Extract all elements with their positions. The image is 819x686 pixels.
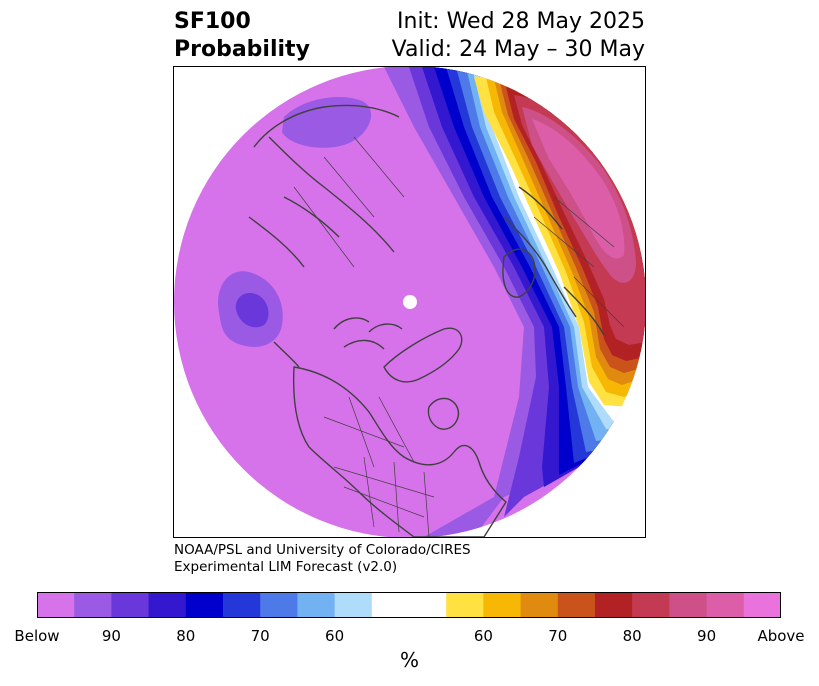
border-europe	[533, 196, 625, 328]
colorbar-swatch	[520, 592, 559, 618]
map-title: SF100 Probability	[174, 8, 310, 64]
forecast-dates: Init: Wed 28 May 2025 Valid: 24 May – 30…	[392, 8, 645, 64]
colorbar-tick-label: 60	[473, 627, 493, 645]
pole-marker	[403, 295, 417, 309]
colorbar-outline	[37, 592, 781, 618]
region-pink	[532, 119, 625, 259]
colorbar-tick-label: Above	[757, 627, 805, 645]
colorbar-swatch	[111, 592, 150, 618]
colorbar-swatch	[297, 592, 336, 618]
colorbar-swatch	[595, 592, 633, 618]
polar-map	[173, 66, 646, 538]
borders	[293, 136, 625, 537]
colorbar	[37, 592, 781, 618]
colorbar-tick-labels: Below 90 80 70 60 60 70 80 90 Above	[0, 627, 819, 647]
subtitle-label: Probability	[174, 37, 310, 62]
polar-map-svg	[174, 67, 645, 537]
colorbar-swatch	[557, 592, 596, 618]
coast-greenland	[383, 327, 463, 383]
coast-north-america	[292, 366, 507, 537]
colorbar-tick-label: Below	[14, 627, 60, 645]
colorbar-swatch	[371, 592, 410, 618]
colorbar-tick-label: 70	[250, 627, 270, 645]
init-date: Init: Wed 28 May 2025	[397, 9, 645, 34]
colorbar-swatch	[223, 592, 261, 618]
coastlines	[248, 104, 605, 537]
coast-east-asia	[253, 104, 400, 148]
colorbar-tick-label: 90	[697, 627, 717, 645]
border-us-states	[333, 456, 435, 537]
colorbar-swatch	[148, 592, 187, 618]
colorbar-swatch	[260, 592, 298, 618]
colorbar-swatch	[74, 592, 112, 618]
colorbar-swatch	[669, 592, 708, 618]
colorbar-swatch	[185, 592, 224, 618]
credit-line-2: Experimental LIM Forecast (v2.0)	[174, 559, 398, 575]
colorbar-swatch	[409, 592, 447, 618]
colorbar-tick-label: 70	[548, 627, 568, 645]
valid-range: Valid: 24 May – 30 May	[391, 37, 645, 62]
coast-scandinavia	[502, 248, 536, 298]
colorbar-tick-label: 60	[325, 627, 345, 645]
colorbar-swatch	[37, 592, 75, 618]
colorbar-unit-label: %	[399, 648, 419, 672]
coast-hudson-bay	[427, 397, 460, 430]
colorbar-tick-label: 80	[622, 627, 642, 645]
border-russia	[293, 136, 405, 268]
credit-text: NOAA/PSL and University of Colorado/CIRE…	[174, 542, 471, 576]
colorbar-swatch	[334, 592, 373, 618]
coast-europe	[503, 186, 605, 336]
coast-siberia	[248, 136, 395, 268]
border-canada-provinces	[323, 396, 415, 468]
region-medium-purple-arctic	[282, 97, 372, 148]
colorbar-tick-label: 80	[176, 627, 196, 645]
colorbar-tick-label: 90	[101, 627, 121, 645]
credit-line-1: NOAA/PSL and University of Colorado/CIRE…	[174, 542, 471, 558]
colorbar-swatch	[632, 592, 670, 618]
coast-alaska	[273, 341, 300, 368]
coast-canadian-arctic	[333, 317, 403, 350]
colorbar-swatch	[706, 592, 745, 618]
colorbar-swatch	[483, 592, 522, 618]
colorbar-swatch	[446, 592, 484, 618]
variable-label: SF100	[174, 9, 251, 34]
region-dark-purple-pacific	[235, 292, 269, 328]
probability-field	[174, 67, 645, 537]
colorbar-swatch	[743, 592, 781, 618]
